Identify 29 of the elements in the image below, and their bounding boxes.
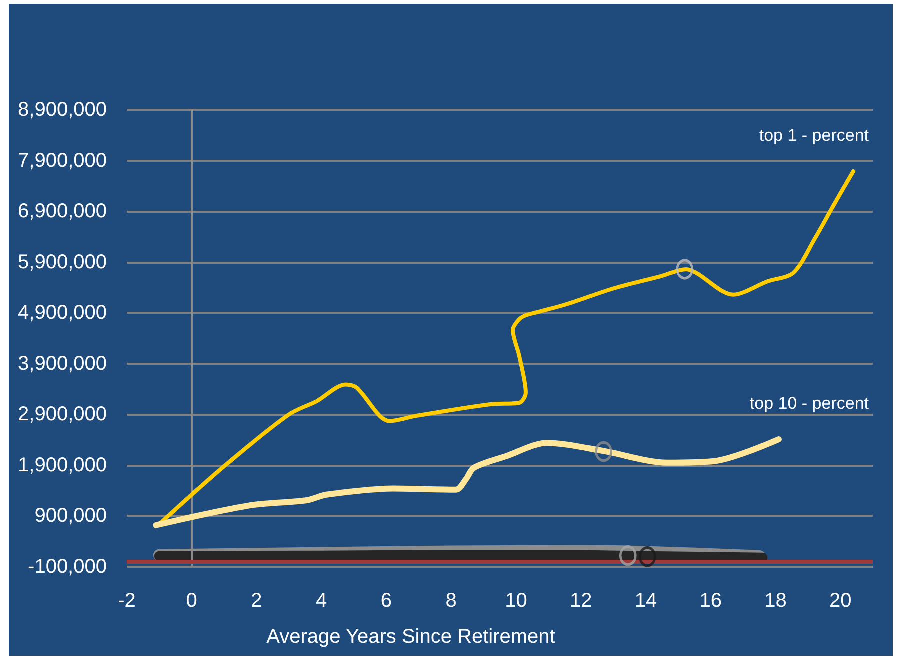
y-tick-label: 5,900,000	[18, 251, 107, 274]
y-tick-label: 8,900,000	[18, 99, 107, 121]
x-tick-label: 14	[634, 590, 658, 612]
y-tick-label: 2,900,000	[18, 404, 107, 426]
x-tick-label: 6	[380, 590, 392, 612]
x-tick-label: 8	[446, 590, 457, 612]
x-tick-label: 0	[186, 590, 198, 612]
x-tick-label: 16	[700, 590, 722, 612]
series-label: top 1 - percent	[759, 126, 870, 145]
x-axis-title: Average Years Since Retirement	[266, 626, 556, 648]
y-tick-label: 6,900,000	[18, 200, 107, 223]
y-tick-label: 3,900,000	[18, 352, 107, 375]
y-tick-label: 900,000	[34, 505, 107, 528]
point	[595, 441, 613, 462]
x-tick-label: 20	[829, 590, 852, 612]
point	[676, 259, 694, 280]
x-tick-label: 10	[505, 590, 528, 612]
x-tick-label: 4	[316, 590, 328, 612]
x-tick-label: 12	[570, 590, 592, 612]
x-tick-label: 2	[251, 590, 262, 612]
point	[638, 546, 656, 568]
y-tick-label: -100,000	[28, 556, 107, 578]
point	[619, 546, 637, 566]
y-tick-label: 4,900,000	[18, 302, 107, 324]
text: top 10 - percent	[750, 394, 870, 414]
x-tick-label: 18	[764, 590, 787, 612]
y-tick-label: 7,900,000	[18, 150, 107, 172]
y-tick-label: 1,900,000	[18, 454, 107, 476]
x-tick-label: -2	[118, 590, 136, 612]
